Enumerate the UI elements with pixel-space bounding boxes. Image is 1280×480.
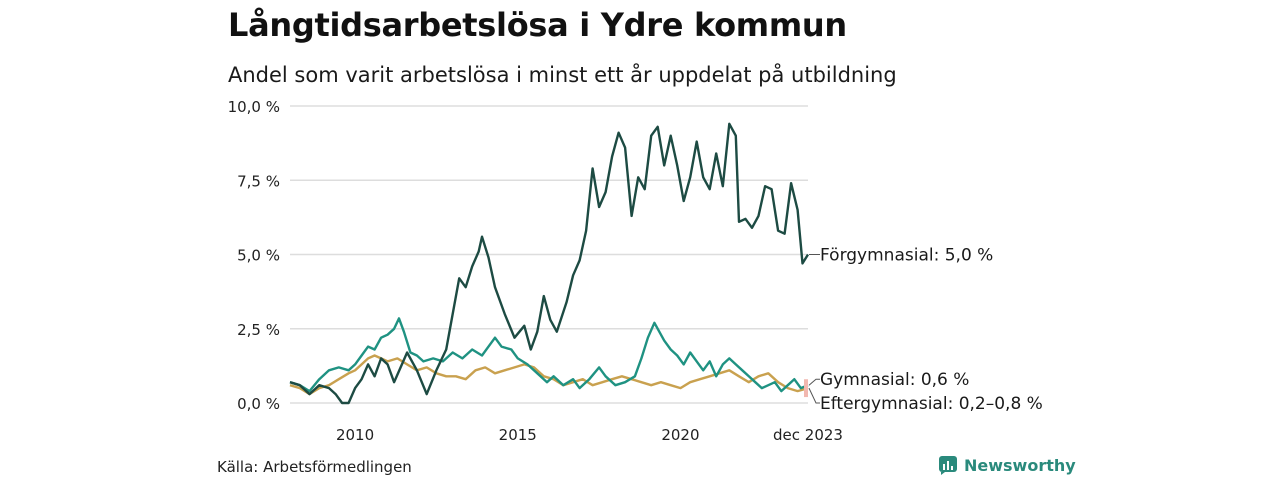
brand-name: Newsworthy [964,455,1076,475]
end-label-gymnasial: Gymnasial: 0,6 % [820,370,969,390]
y-tick-label: 0,0 % [237,395,280,413]
series-layer [289,122,810,405]
source-note: Källa: Arbetsförmedlingen [217,458,412,476]
y-tick-label: 7,5 % [237,172,280,190]
newsworthy-logo-icon [939,456,957,475]
brand-logo: Newsworthy [938,455,1076,475]
end-label-eftergymnasial: Eftergymnasial: 0,2–0,8 % [820,394,1043,414]
leader-line-eftergymnasial [808,387,820,404]
series-line-gymnasial [289,317,809,393]
series-line-eftergymnasial [289,354,809,396]
end-labels: Förgymnasial: 5,0 % Gymnasial: 0,6 % Efter… [808,246,1043,414]
x-tick-label: 2020 [661,426,699,444]
x-tick-label: dec 2023 [773,426,843,444]
chart-subtitle: Andel som varit arbetslösa i minst ett å… [228,63,897,87]
y-tick-label: 10,0 % [228,98,280,116]
x-tick-label: 2015 [499,426,537,444]
x-tick-label: 2010 [336,426,374,444]
line-chart: 0,0 % 2,5 % 5,0 % 7,5 % 10,0 % 2010 2015 2020 d… [228,98,1043,444]
x-axis: 2010 2015 2020 dec 2023 [336,426,843,444]
chart-title: Långtidsarbetslösa i Ydre kommun [228,6,847,44]
leader-line-gymnasial [808,378,820,386]
y-tick-label: 2,5 % [237,321,280,339]
y-tick-label: 5,0 % [237,247,280,265]
y-axis: 0,0 % 2,5 % 5,0 % 7,5 % 10,0 % [228,98,280,413]
end-label-forgymnasial: Förgymnasial: 5,0 % [820,246,993,266]
series-line-forgymnasial [289,122,810,405]
